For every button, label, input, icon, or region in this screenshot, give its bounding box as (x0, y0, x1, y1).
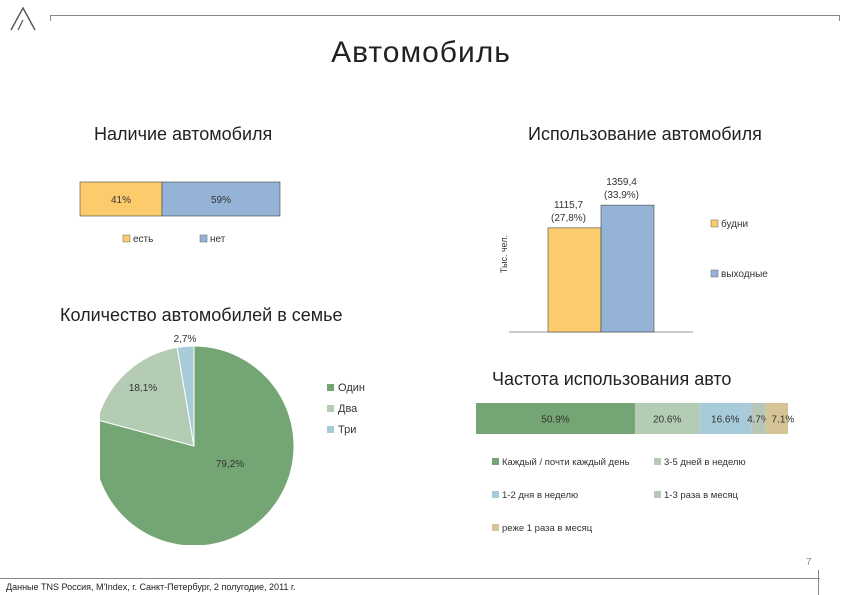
usage-legend-label-2: выходные (721, 269, 768, 280)
pie-slice-label-3: 2,7% (174, 334, 197, 345)
pie-legend-label-3: Три (338, 424, 356, 436)
pie-legend-label-2: Два (338, 403, 358, 415)
frequency-bar-5 (765, 403, 788, 434)
frequency-legend-swatch-5 (492, 524, 499, 531)
brand-logo-icon (10, 6, 36, 31)
ownership-bar-2 (161, 181, 281, 217)
page-title: Автомобиль (331, 36, 511, 69)
ownership-chart: 41% 59% есть нет (79, 181, 281, 245)
ownership-bar-label-1: 41% (111, 195, 131, 206)
usage-legend-label-1: будни (721, 218, 748, 230)
pie-legend-swatch-1 (327, 384, 334, 391)
page-number: 7 (806, 557, 812, 568)
frequency-bar-label-4: 4.7% (747, 415, 770, 426)
pie-legend-swatch-2 (327, 405, 334, 412)
pie-legend-swatch-3 (327, 426, 334, 433)
frequency-bar-label-3: 16.6% (711, 415, 739, 426)
usage-bar-2 (600, 204, 655, 333)
ownership-bar-label-2: 59% (211, 195, 231, 206)
ownership-legend-label-1: есть (133, 234, 153, 245)
frequency-bar-3 (699, 403, 752, 434)
usage-chart-title: Использование автомобиля (528, 124, 762, 144)
pie-legend-label-1: Один (338, 382, 365, 394)
bottom-rule (0, 575, 820, 579)
frequency-bar-label-2: 20.6% (653, 415, 681, 426)
frequency-bar-2 (634, 403, 700, 434)
frequency-bar-4 (751, 403, 766, 434)
frequency-legend-swatch-4 (654, 491, 661, 498)
usage-bar-1 (547, 227, 602, 333)
ownership-bar-1 (79, 181, 163, 217)
frequency-legend-swatch-3 (492, 491, 499, 498)
pie-slice-label-1: 79,2% (216, 459, 244, 470)
ownership-legend-swatch-2 (199, 234, 208, 243)
frequency-legend-label-3: 1-2 дня в неделю (502, 490, 578, 501)
car-count-chart: 79,2% 18,1% 2,7% Один Два Три (100, 334, 365, 545)
usage-bar-value-1: 1115,7 (554, 200, 584, 211)
frequency-bar-label-5: 7.1% (772, 415, 795, 426)
car-count-chart-title: Количество автомобилей в семье (60, 305, 343, 325)
frequency-chart: 50.9% 20.6% 16.6% 4.7% 7.1% Каждый / почти ка… (476, 403, 795, 534)
usage-y-axis-label: Тыс. чел. (499, 235, 509, 273)
pie-slice-3 (176, 345, 195, 447)
pie-slice-label-2: 18,1% (129, 383, 157, 394)
usage-legend-swatch-2 (710, 269, 719, 278)
ownership-legend-swatch-1 (122, 234, 131, 243)
usage-legend-swatch-1 (710, 219, 719, 228)
ownership-chart-title: Наличие автомобиля (94, 124, 273, 144)
frequency-bar-label-1: 50.9% (541, 415, 569, 426)
frequency-legend-label-2: 3-5 дней в неделю (664, 457, 746, 468)
ownership-legend-label-2: нет (210, 234, 226, 245)
pie-slice-1 (100, 345, 295, 545)
usage-bar-value-2: 1359,4 (606, 177, 637, 188)
frequency-legend-swatch-1 (492, 458, 499, 465)
pie-slice-2 (100, 346, 195, 447)
frequency-legend-label-1: Каждый / почти каждый день (502, 457, 630, 468)
top-rule (50, 15, 840, 21)
frequency-legend-label-5: реже 1 раза в месяц (502, 523, 593, 534)
frequency-legend-label-4: 1-3 раза в месяц (664, 490, 739, 501)
frequency-chart-title: Частота использования авто (492, 369, 732, 389)
frequency-bar-1 (476, 403, 635, 434)
usage-bar-pct-1: (27,8%) (551, 213, 586, 224)
usage-bar-pct-2: (33,9%) (604, 190, 639, 201)
usage-chart: 1115,7 (27,8%) 1359,4 (33,9%) Тыс. чел. будни… (499, 177, 768, 333)
bottom-rule-hook (818, 570, 820, 595)
frequency-legend-swatch-2 (654, 458, 661, 465)
footer-source: Данные TNS Россия, M'Index, г. Санкт-Пет… (6, 582, 296, 592)
